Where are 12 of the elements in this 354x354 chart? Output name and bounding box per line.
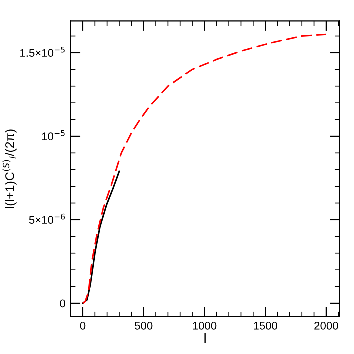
- x-tick-label: 0: [80, 322, 86, 330]
- y-tick-label: 1.5×10$^{−5}$: [20, 46, 65, 58]
- y-tick-label: 0: [60, 300, 66, 308]
- y-tick-label: 5×10$^{−6}$: [29, 214, 66, 224]
- x-tick-label: 500: [135, 322, 153, 330]
- y-axis-title: l(l+1)C$^{(S)}$$_{l}$/(2π): [2, 130, 17, 208]
- x-tick-label: 2000: [314, 322, 338, 330]
- x-axis-title: l: [204, 333, 206, 344]
- line-series: [82, 34, 328, 304]
- y-tick-label: 10$^{−5}$: [42, 130, 65, 141]
- x-tick-label: 1500: [254, 322, 278, 330]
- x-tick-label: 1000: [193, 322, 217, 330]
